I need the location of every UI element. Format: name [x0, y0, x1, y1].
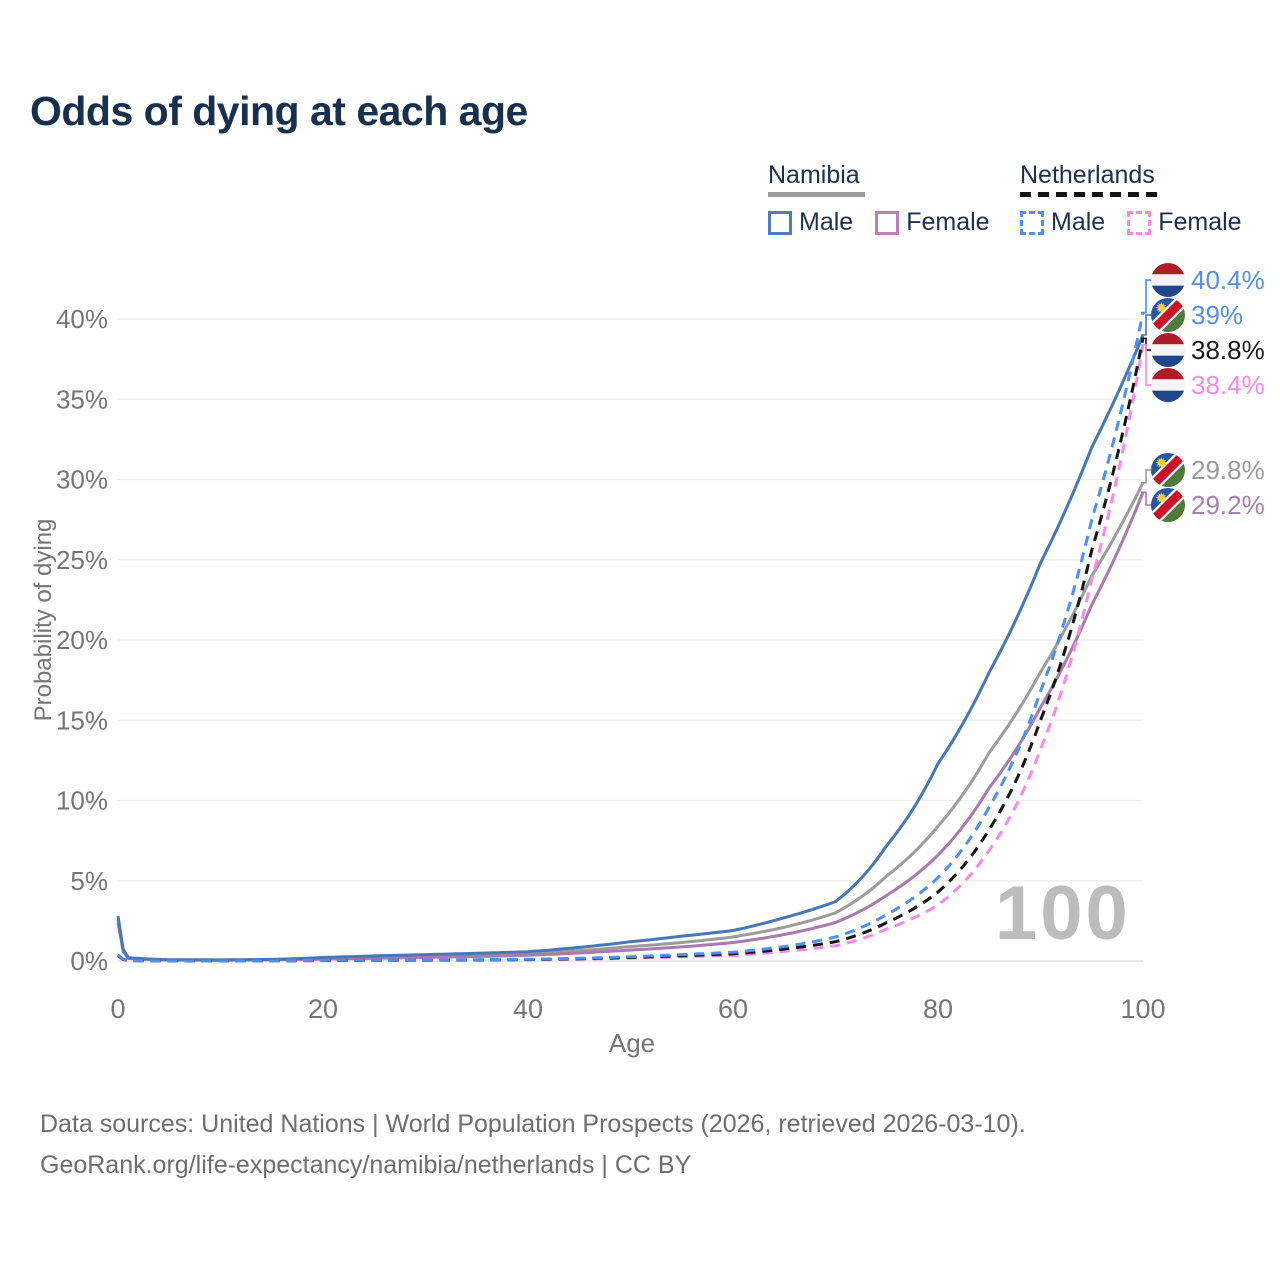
y-axis-tick-label: 30% — [56, 465, 108, 495]
end-label-namibia-both: 29.8% — [1151, 453, 1265, 488]
legend-item-namibia-male: Male — [768, 208, 853, 237]
end-label-netherlands-female: 38.4% — [1151, 368, 1265, 403]
legend-item-namibia-female: Female — [875, 208, 990, 237]
y-axis-tick-label: 15% — [56, 705, 108, 735]
series-line-netherlands-male — [116, 312, 1145, 963]
legend-item-label: Male — [799, 208, 854, 236]
end-label-namibia-male: 39% — [1151, 298, 1244, 333]
y-axis-tick-label: 25% — [56, 545, 108, 575]
end-label-value: 29.8% — [1191, 454, 1265, 485]
end-label-connector — [1141, 343, 1151, 386]
y-axis-tick-label: 40% — [56, 304, 108, 334]
namibia-flag-icon — [1151, 298, 1185, 333]
x-axis-title: Age — [608, 1028, 656, 1058]
end-label-value: 38.4% — [1191, 369, 1265, 400]
netherlands-flag-icon — [1151, 368, 1185, 403]
end-label-netherlands-both: 38.8% — [1151, 333, 1265, 368]
y-axis-title: Probability of dying — [30, 518, 57, 722]
page-title: Odds of dying at each age — [30, 88, 528, 134]
data-source-note: Data sources: United Nations | World Pop… — [40, 1110, 1026, 1138]
watermark-age-100: 100 — [995, 871, 1131, 956]
y-axis-tick-label: 5% — [70, 866, 108, 896]
netherlands-male-swatch-icon — [1020, 210, 1044, 235]
series-line-netherlands-female — [117, 344, 1145, 963]
end-label-value: 29.2% — [1191, 489, 1265, 520]
netherlands-female-swatch-icon — [1127, 210, 1152, 235]
x-axis-tick-label: 0 — [110, 994, 125, 1024]
footer: Data sources: United Nations | World Pop… — [40, 1104, 1026, 1186]
series-line-netherlands-both — [117, 338, 1145, 963]
end-label-value: 38.8% — [1191, 334, 1265, 365]
x-axis-tick-label: 80 — [923, 994, 953, 1024]
y-axis-tick-label: 35% — [56, 384, 108, 414]
netherlands-flag-icon — [1151, 263, 1185, 298]
legend-item-label: Male — [1051, 208, 1106, 236]
namibia-flag-icon — [1151, 453, 1185, 488]
namibia-flag-icon — [1151, 488, 1185, 523]
end-label-namibia-female: 29.2% — [1151, 488, 1265, 523]
y-axis-tick-label: 20% — [56, 625, 108, 655]
legend-group-title: Netherlands — [1020, 161, 1155, 189]
y-axis-tick-label: 0% — [70, 946, 108, 976]
series-line-namibia-female — [116, 491, 1145, 962]
end-label-value: 39% — [1191, 299, 1244, 330]
namibia-female-swatch-icon — [875, 210, 900, 235]
end-label-connector — [1141, 314, 1151, 336]
series-line-namibia-male — [116, 334, 1145, 962]
x-axis-tick-label: 100 — [1120, 994, 1165, 1024]
x-axis-tick-label: 60 — [718, 994, 748, 1024]
namibia-line-style-sample — [768, 192, 865, 197]
end-label-netherlands-male: 40.4% — [1151, 263, 1265, 298]
end-label-connector — [1141, 491, 1151, 506]
legend-item-label: Female — [1158, 208, 1242, 236]
legend-group-namibia: Namibia Male Female — [768, 160, 1012, 237]
end-label-connector — [1141, 279, 1151, 314]
x-axis-tick-label: 20 — [308, 994, 338, 1024]
legend-item-netherlands-female: Female — [1127, 208, 1242, 237]
x-axis-tick-label: 40 — [513, 994, 543, 1024]
namibia-male-swatch-icon — [768, 210, 792, 235]
end-label-value: 40.4% — [1191, 264, 1265, 295]
y-axis-tick-label: 10% — [56, 786, 108, 816]
series-line-namibia-both — [116, 482, 1145, 962]
netherlands-flag-icon — [1151, 333, 1185, 368]
netherlands-line-style-sample — [1020, 192, 1163, 197]
legend-group-netherlands: Netherlands Male Female — [1020, 160, 1264, 237]
end-label-connector — [1141, 469, 1151, 484]
legend-item-netherlands-male: Male — [1020, 208, 1105, 237]
attribution-note: GeoRank.org/life-expectancy/namibia/neth… — [40, 1151, 692, 1179]
legend-group-title: Namibia — [768, 161, 860, 189]
legend-item-label: Female — [906, 208, 990, 236]
